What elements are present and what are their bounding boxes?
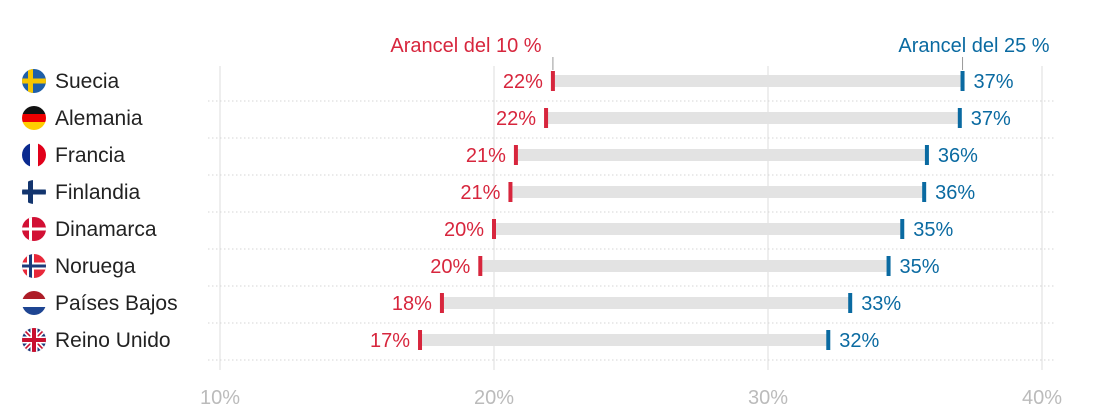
low-marker <box>508 182 513 202</box>
high-value-label: 37% <box>974 71 1014 93</box>
country-label: Francia <box>55 144 125 167</box>
high-value-label: 35% <box>913 219 953 241</box>
range-bar <box>510 186 925 198</box>
chart-row: Finlandia 21% 36% <box>22 180 1056 213</box>
high-value-label: 33% <box>861 293 901 315</box>
range-bar <box>552 75 963 87</box>
low-marker <box>418 330 423 350</box>
chart-row: Suecia 22% 37% <box>22 69 1056 102</box>
chart-row: Francia 21% 36% <box>22 143 1056 176</box>
x-tick-label: 30% <box>748 387 788 409</box>
legend-high-label: Arancel del 25 % <box>898 35 1049 57</box>
flag-stripe <box>22 307 46 315</box>
high-marker <box>957 108 962 128</box>
high-value-label: 35% <box>900 256 940 278</box>
chart-row: Noruega 20% 35% <box>22 254 1056 287</box>
flag-cross <box>22 328 46 352</box>
germany-flag-icon <box>22 106 46 130</box>
flag-stripe <box>30 143 38 167</box>
high-value-label: 37% <box>971 108 1011 130</box>
high-marker <box>848 293 853 313</box>
low-value-label: 22% <box>503 71 543 93</box>
high-marker <box>900 219 905 239</box>
low-marker <box>513 145 518 165</box>
country-label: Noruega <box>55 255 136 278</box>
range-bar <box>480 260 889 272</box>
low-value-label: 21% <box>466 145 506 167</box>
high-marker <box>960 71 965 91</box>
high-marker <box>924 145 929 165</box>
legend-low-label: Arancel del 10 % <box>390 35 541 57</box>
high-marker <box>826 330 831 350</box>
x-tick-label: 20% <box>474 387 514 409</box>
country-label: Finlandia <box>55 181 141 204</box>
low-value-label: 17% <box>370 330 410 352</box>
netherlands-flag-icon <box>22 291 46 315</box>
low-value-label: 18% <box>392 293 432 315</box>
country-label: Dinamarca <box>55 218 157 241</box>
chart-row: Países Bajos 18% 33% <box>22 291 1056 324</box>
flag-cross <box>22 227 46 231</box>
low-value-label: 21% <box>460 182 500 204</box>
chart-row: Reino Unido 17% 32% <box>22 328 1056 361</box>
norway-flag-icon <box>22 254 46 278</box>
low-value-label: 20% <box>444 219 484 241</box>
low-marker <box>478 256 483 276</box>
low-value-label: 20% <box>430 256 470 278</box>
low-marker <box>550 71 555 91</box>
france-flag-icon <box>22 143 46 167</box>
finland-flag-icon <box>22 180 46 204</box>
range-bar <box>420 334 829 346</box>
range-bar <box>441 297 851 309</box>
flag-stripe <box>22 122 46 130</box>
range-bar <box>494 223 903 235</box>
flag-stripe <box>22 299 46 307</box>
flag-stripe <box>22 106 46 114</box>
chart-row: Dinamarca 20% 35% <box>22 217 1056 250</box>
uk-flag-icon <box>22 328 46 352</box>
country-label: Reino Unido <box>55 329 171 352</box>
high-value-label: 36% <box>935 182 975 204</box>
high-marker <box>886 256 891 276</box>
sweden-flag-icon <box>22 69 46 93</box>
x-tick-label: 10% <box>200 387 240 409</box>
flag-stripe <box>22 114 46 122</box>
low-marker <box>492 219 496 239</box>
flag-stripe <box>22 143 30 167</box>
low-marker <box>544 108 549 128</box>
country-label: Suecia <box>55 70 120 93</box>
chart-row: Alemania 22% 37% <box>22 106 1056 139</box>
flag-cross <box>22 264 46 268</box>
low-value-label: 22% <box>496 108 536 130</box>
flag-cross <box>22 78 46 84</box>
flag-stripe <box>22 291 46 299</box>
country-label: Países Bajos <box>55 292 178 315</box>
flag-cross <box>22 189 46 195</box>
low-marker <box>439 293 444 313</box>
high-value-label: 32% <box>839 330 879 352</box>
country-label: Alemania <box>55 107 143 130</box>
denmark-flag-icon <box>22 217 46 241</box>
high-marker <box>922 182 927 202</box>
flag-stripe <box>38 143 46 167</box>
high-value-label: 36% <box>938 145 978 167</box>
range-bar <box>515 149 927 161</box>
range-bar <box>546 112 960 124</box>
x-tick-label: 40% <box>1022 387 1062 409</box>
